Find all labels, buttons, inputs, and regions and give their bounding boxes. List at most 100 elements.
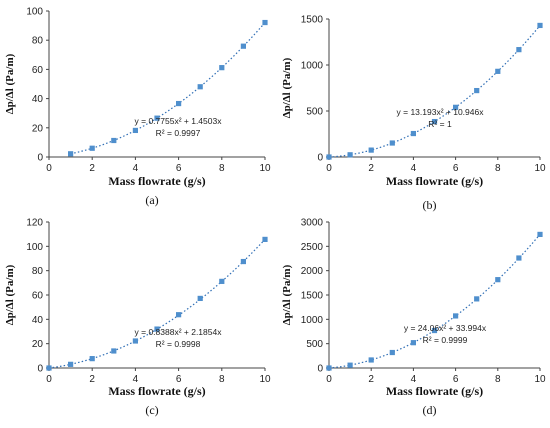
y-axis-title: Δp/Δl (Pa/m) [4, 264, 16, 325]
panel-label: (d) [423, 403, 437, 417]
r-squared-label: R² = 1 [428, 119, 452, 129]
trendline-equation: y = 24.06x² + 33.994x [404, 323, 487, 333]
trendline-equation: y = 0.7755x² + 1.4503x [135, 116, 223, 126]
data-point [389, 349, 395, 356]
x-tick-label: 4 [133, 163, 139, 174]
y-tick-label: 100 [26, 242, 43, 253]
data-point [347, 152, 353, 158]
y-axis-title: Δp/Δl (Pa/m) [281, 57, 293, 118]
y-axis-title: Δp/Δl (Pa/m) [281, 264, 293, 325]
data-point [431, 118, 438, 125]
y-tick-label: 2000 [301, 266, 324, 277]
data-point [495, 277, 501, 283]
x-tick-label: 8 [495, 374, 501, 385]
data-point [410, 130, 416, 137]
data-point [89, 356, 95, 362]
data-point [431, 327, 438, 334]
y-tick-label: 500 [306, 339, 323, 350]
trendline [328, 25, 541, 158]
y-tick-label: 20 [32, 339, 44, 350]
data-point [176, 100, 182, 107]
y-tick-label: 1500 [301, 15, 324, 26]
data-point [410, 340, 416, 346]
y-tick-label: 80 [32, 266, 44, 277]
x-tick-label: 10 [534, 163, 546, 174]
data-point [453, 313, 459, 319]
y-tick-label: 40 [32, 315, 44, 326]
x-tick-label: 0 [46, 163, 52, 174]
data-point [368, 357, 374, 363]
data-point [154, 115, 160, 121]
data-point [326, 365, 332, 371]
y-tick-label: 80 [32, 36, 44, 47]
data-point [516, 47, 522, 53]
x-tick-label: 6 [453, 163, 459, 174]
data-point [262, 236, 268, 242]
x-tick-label: 8 [219, 163, 225, 174]
x-axis-title: Mass flowrate (g/s) [108, 384, 205, 398]
y-axis-title: Δp/Δl (Pa/m) [4, 53, 16, 114]
data-point [89, 145, 95, 151]
y-tick-label: 60 [32, 65, 44, 76]
x-tick-label: 2 [89, 374, 95, 385]
x-tick-label: 2 [368, 374, 374, 385]
x-tick-label: 8 [219, 374, 225, 385]
data-point [326, 154, 332, 160]
data-point [132, 338, 138, 344]
trendline [328, 233, 541, 369]
data-point [111, 137, 117, 144]
y-tick-label: 0 [37, 153, 43, 164]
data-point [474, 87, 480, 94]
data-point [197, 295, 203, 302]
data-point [219, 65, 225, 71]
data-point [453, 104, 459, 110]
data-point [176, 312, 182, 318]
y-tick-label: 1000 [301, 61, 324, 72]
chart-panel-1: 0 2 4 6 8 10 0 500 1000 1500 y = 13.193x² + 10.946… [281, 15, 546, 213]
data-point [537, 231, 543, 238]
data-point [46, 365, 52, 371]
y-tick-label: 0 [317, 153, 323, 164]
data-point [132, 127, 138, 134]
data-point [474, 296, 480, 302]
y-tick-label: 100 [26, 7, 43, 18]
x-tick-label: 6 [453, 374, 459, 385]
x-tick-label: 0 [46, 374, 52, 385]
trendline-equation: y = 13.193x² + 10.946x [397, 107, 485, 117]
x-axis-title: Mass flowrate (g/s) [386, 384, 483, 398]
y-tick-label: 120 [26, 218, 43, 229]
y-tick-label: 0 [317, 364, 323, 375]
trendline-equation: y = 0.8388x² + 2.1854x [135, 327, 223, 337]
x-tick-label: 10 [259, 374, 271, 385]
data-point [68, 361, 74, 367]
x-axis-title: Mass flowrate (g/s) [386, 174, 483, 188]
y-tick-label: 60 [32, 291, 44, 302]
panel-label: (b) [423, 198, 437, 212]
data-point [154, 326, 160, 332]
y-tick-label: 500 [306, 107, 323, 118]
data-point [111, 348, 117, 354]
data-point [347, 362, 353, 368]
r-squared-label: R² = 0.9999 [423, 335, 468, 345]
y-tick-label: 40 [32, 94, 44, 105]
r-squared-label: R² = 0.9998 [156, 339, 201, 349]
x-axis-title: Mass flowrate (g/s) [108, 174, 205, 188]
data-point [197, 84, 203, 90]
data-point [219, 278, 225, 284]
x-tick-label: 0 [326, 374, 332, 385]
x-tick-label: 4 [133, 374, 139, 385]
trendline [70, 22, 266, 155]
y-tick-label: 2500 [301, 242, 324, 253]
x-tick-label: 2 [368, 163, 374, 174]
data-point [516, 255, 522, 261]
x-tick-label: 0 [326, 163, 332, 174]
x-tick-label: 6 [176, 163, 182, 174]
data-point [262, 19, 268, 26]
x-tick-label: 10 [534, 374, 546, 385]
data-point [495, 68, 501, 74]
x-tick-label: 6 [176, 374, 182, 385]
x-tick-label: 10 [259, 163, 271, 174]
chart-panel-3: 0 2 4 6 8 10 0 500 1000 1500 2000 2500 3000 y = 24.06… [281, 218, 546, 418]
